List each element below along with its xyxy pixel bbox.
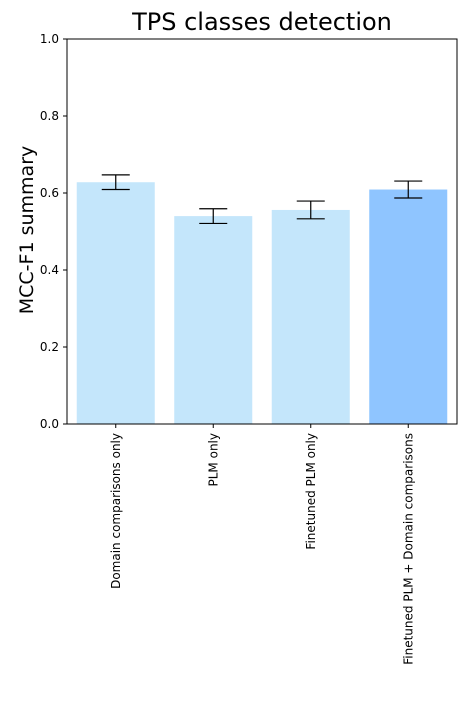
y-tick-label-5: 1.0	[40, 32, 59, 46]
x-tick-label-3: Finetuned PLM + Domain comparisons	[401, 433, 415, 665]
bars-group	[76, 182, 448, 424]
chart-title: TPS classes detection	[131, 8, 392, 36]
y-tick-label-2: 0.4	[40, 263, 59, 277]
plot-frame	[66, 38, 458, 425]
bar-0	[76, 182, 155, 424]
error-bars-group	[101, 174, 423, 225]
x-axis-ticks: Domain comparisons only PLM only Finetuned…	[109, 424, 415, 665]
bar-2	[271, 209, 350, 424]
y-tick-label-0: 0.0	[40, 417, 59, 431]
y-tick-label-3: 0.6	[40, 186, 59, 200]
y-tick-label-1: 0.2	[40, 340, 59, 354]
y-tick-label-4: 0.8	[40, 109, 59, 123]
x-tick-label-1: PLM only	[206, 433, 220, 486]
x-tick-label-2: Finetuned PLM only	[304, 433, 318, 550]
bar-1	[174, 216, 253, 424]
y-axis-label: MCC-F1 summary	[16, 146, 38, 315]
bar-3	[369, 189, 448, 424]
x-tick-label-0: Domain comparisons only	[109, 433, 123, 589]
y-axis-ticks: 0.0 0.2 0.4 0.6 0.8 1.0	[40, 32, 67, 431]
